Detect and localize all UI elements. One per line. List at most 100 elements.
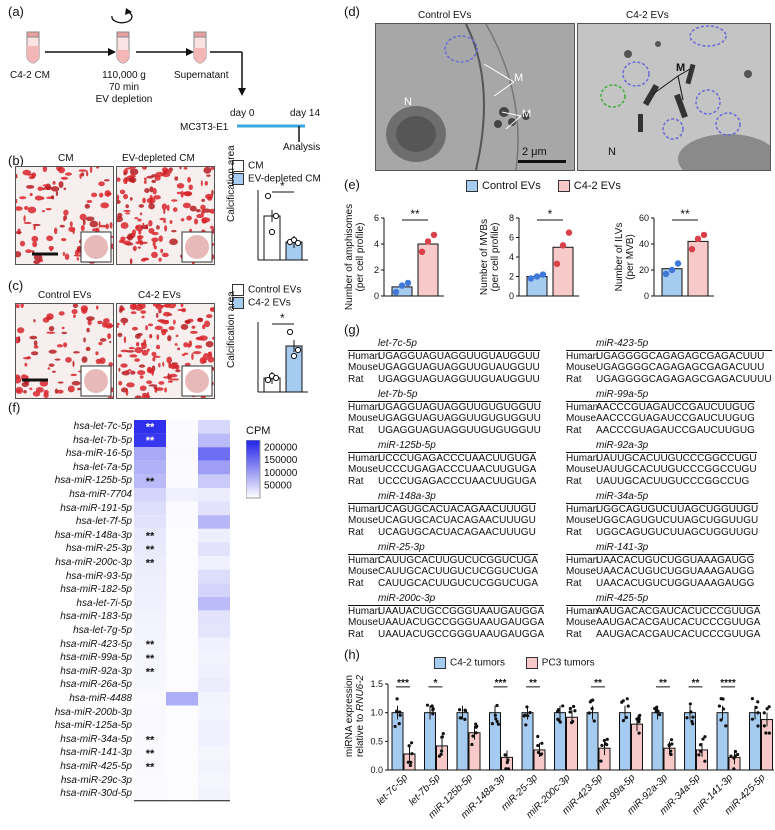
- data-point: [592, 719, 596, 723]
- heatmap-cell: [134, 773, 166, 788]
- stain-blob: [177, 347, 181, 351]
- stain-blob: [72, 360, 75, 368]
- chart-h: 0.00.51.01.5 ***let-7c-5p*let-7b-5pmiR-12…: [370, 678, 774, 821]
- tick-label: 1.5: [370, 679, 383, 689]
- data-point: [393, 724, 397, 729]
- tick-label: 1.0: [370, 708, 383, 718]
- stain-blob: [98, 221, 101, 228]
- data-point: [506, 758, 510, 762]
- sequence-row: Mouse UGAGGUAGUAGGUUGUGUGGUU: [348, 413, 541, 425]
- heatmap-cell: [166, 664, 198, 679]
- stain-blob: [126, 382, 135, 388]
- sequence-text: UGAGGUAGUAGGUUGUAUGGUU: [378, 350, 540, 362]
- data-point: [573, 709, 577, 713]
- significance-label: **: [146, 639, 155, 651]
- mirna-name: miR-99a-5p: [566, 389, 755, 402]
- stain-blob: [159, 217, 167, 221]
- species-label: Human: [566, 503, 599, 515]
- heatmap-cell: [134, 624, 166, 638]
- panel-g-letter: (g): [344, 322, 360, 337]
- data-point: [406, 760, 410, 764]
- stain-blob: [54, 388, 59, 394]
- sig-label: **: [594, 678, 602, 689]
- tick-label: 4: [374, 239, 379, 249]
- data-point: [670, 742, 674, 746]
- bar: [761, 719, 773, 771]
- data-point: [559, 242, 567, 249]
- sequence-row: Rat UGAGGUAGUAGGUUGUAUGGUU: [348, 374, 540, 386]
- stain-blob: [171, 362, 179, 365]
- data-point: [732, 767, 736, 771]
- chart-c: *: [257, 312, 308, 393]
- stain-blob: [135, 241, 143, 245]
- species-label: Mouse: [566, 515, 597, 526]
- heatmap-cell: [134, 528, 166, 543]
- data-point: [701, 737, 705, 741]
- sequence-text: CAUUGCACUUGUCUCGGUCUGA: [378, 566, 539, 577]
- sequence-text: UAUUGCACUUGUCCCGGCCUG: [596, 475, 750, 487]
- sequence-text: UAAUACUGCCGGGUAAUGAUGGA: [378, 605, 545, 617]
- stain-blob: [212, 336, 214, 340]
- stain-blob: [169, 374, 172, 381]
- sequence-row: Human AAUGACACGAUCACUCCCGUUGA: [566, 606, 760, 618]
- heatmap-cell: [198, 610, 230, 624]
- stain-blob: [206, 174, 211, 177]
- data-point: [425, 703, 430, 707]
- stain-blob: [61, 331, 68, 335]
- heatmap-cell: [166, 624, 198, 638]
- scale-bar: [518, 160, 566, 163]
- heatmap-cell: [198, 488, 230, 502]
- species-label: Human: [566, 401, 599, 413]
- sig-label: *: [434, 678, 438, 689]
- species-label: Rat: [348, 373, 364, 385]
- stain-blob: [134, 217, 139, 220]
- stain-blob: [53, 227, 58, 235]
- sequence-block: miR-92a-3p Human UAUUGCACUUGUCCCGGCCUGU Mou…: [566, 440, 757, 487]
- legend-swatch: [466, 180, 478, 193]
- stain-blob: [105, 223, 109, 230]
- stain-blob: [135, 225, 139, 229]
- sequence-text: AAUGACACGAUCACUCCCGUUGA: [596, 605, 761, 617]
- n-annotation: N: [404, 96, 412, 108]
- stain-blob: [85, 216, 95, 222]
- heatmap-row-label: hsa-miR-200c-3p: [55, 557, 132, 568]
- heatmap-cell: [198, 515, 230, 529]
- stain-blob: [33, 259, 41, 264]
- stain-blob: [202, 353, 210, 361]
- stain-blob: [29, 387, 33, 390]
- heatmap-cell: [198, 420, 230, 434]
- data-point: [408, 763, 412, 768]
- sequence-text: UAACACUGUCUGGUAAAGAUGG: [596, 577, 755, 589]
- species-label: Human: [566, 554, 599, 566]
- data-point: [470, 742, 474, 747]
- sequence-block: let-7b-5p Human UGAGGUAGUAGGUUGUGUGGUU Mous…: [348, 389, 541, 436]
- significance-label: **: [146, 544, 155, 556]
- stain-blob: [136, 332, 143, 336]
- stain-blob: [144, 188, 150, 193]
- legend-swatch: [232, 284, 244, 296]
- sequence-row: Mouse AAUGACACGAUCACUCCCGUUGA: [566, 617, 760, 629]
- image-label: Control EVs: [418, 10, 472, 21]
- heatmap-cell: [198, 596, 230, 611]
- bar: [424, 712, 436, 771]
- stain-blob: [122, 322, 126, 326]
- data-point: [669, 752, 673, 757]
- stain-blob: [138, 304, 146, 310]
- m-annotation: M: [522, 108, 532, 120]
- heatmap-cell: [166, 596, 198, 611]
- stain-blob: [16, 206, 23, 211]
- heatmap-cell: [134, 488, 166, 502]
- colorbar-tick-label: 200000: [264, 443, 298, 454]
- stain-image: [116, 166, 215, 265]
- heatmap-cell: [198, 447, 230, 461]
- legend-swatch: [434, 657, 446, 669]
- heatmap-cell: [198, 719, 230, 733]
- sequence-row: Rat UCCCUGAGACCCUAACUUGUGA: [348, 476, 536, 488]
- stain-blob: [148, 384, 158, 387]
- tick-label: 20: [639, 265, 649, 275]
- stain-blob: [98, 181, 105, 187]
- stain-blob: [120, 317, 129, 324]
- inset-well-image: [84, 369, 108, 393]
- species-label: Mouse: [348, 617, 379, 628]
